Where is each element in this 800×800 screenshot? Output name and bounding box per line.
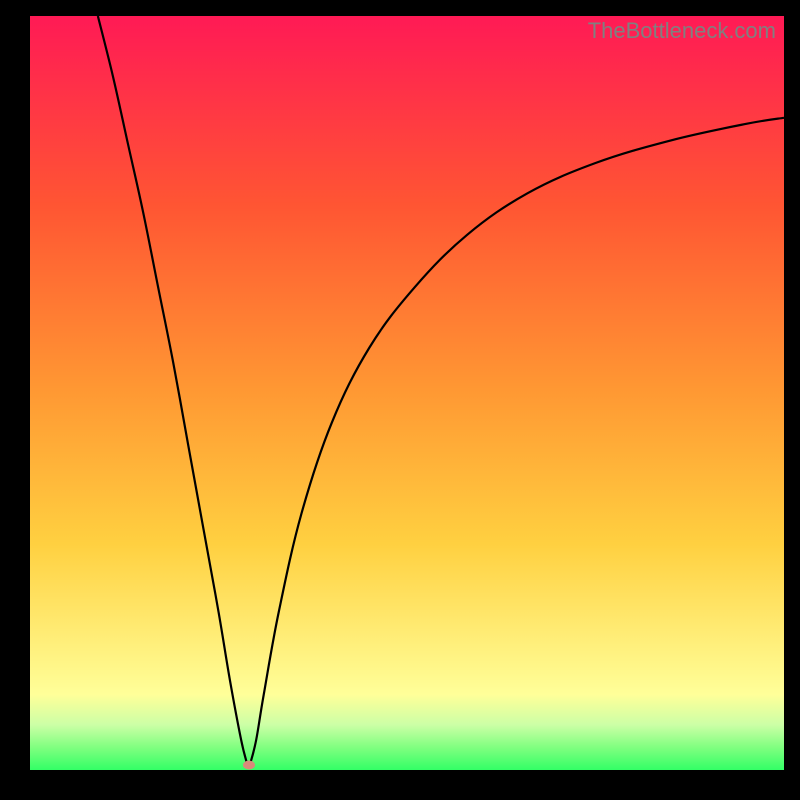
left-curve (98, 16, 247, 764)
right-curve (250, 118, 784, 764)
watermark-text: TheBottleneck.com (588, 18, 776, 44)
curve-layer (30, 16, 784, 770)
minimum-marker (243, 760, 255, 769)
chart-frame: TheBottleneck.com (0, 0, 800, 800)
plot-area (30, 16, 784, 770)
